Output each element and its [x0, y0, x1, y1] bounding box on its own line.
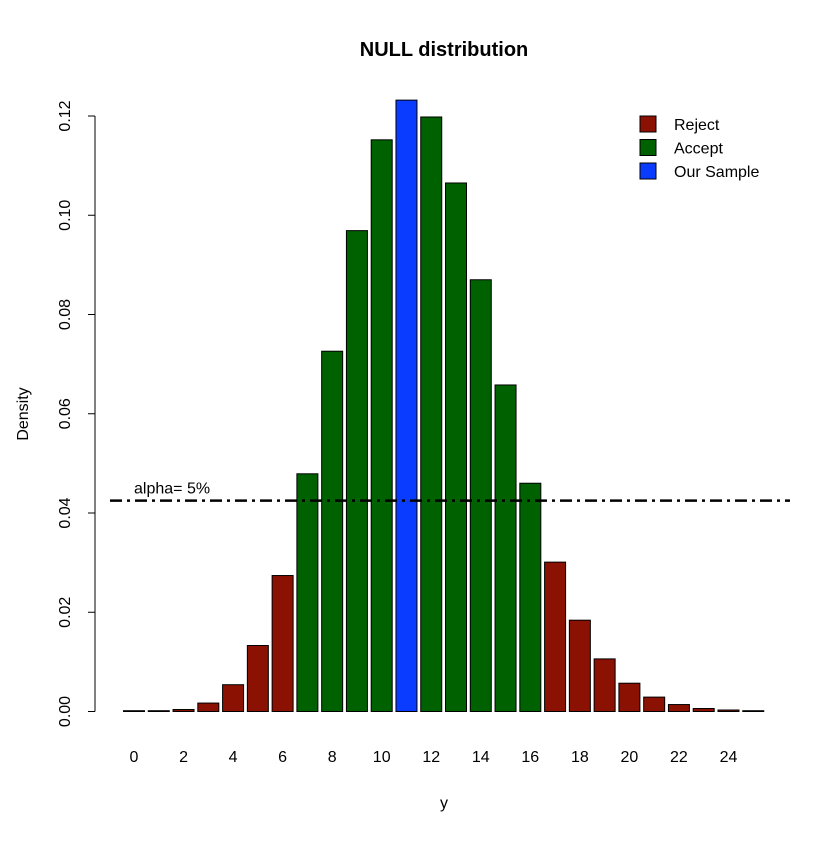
x-tick-label: 24 [720, 749, 738, 766]
legend-label-reject: Reject [674, 117, 720, 134]
bar-y-11 [395, 99, 418, 713]
x-tick-label: 8 [328, 749, 337, 766]
bar-y-5 [246, 645, 269, 712]
x-tick-label: 18 [571, 749, 589, 766]
y-tick-label: 0.02 [57, 597, 74, 628]
x-tick-label: 4 [229, 749, 238, 766]
bar-y-9 [345, 230, 368, 712]
bar-y-15 [494, 384, 517, 712]
bar-y-2 [172, 709, 195, 713]
alpha-threshold-label: alpha= 5% [134, 481, 210, 498]
bar-y-3 [197, 702, 220, 712]
bar-y-13 [445, 182, 468, 713]
x-tick-label: 20 [621, 749, 639, 766]
bar-y-1 [147, 710, 170, 713]
legend-label-our-sample: Our Sample [674, 164, 759, 181]
y-tick-label: 0.12 [57, 100, 74, 131]
x-tick-label: 14 [472, 749, 490, 766]
threshold-layer: alpha= 5% [110, 481, 790, 502]
bar-y-12 [420, 116, 443, 713]
bars-layer [123, 99, 765, 713]
bar-y-21 [643, 696, 666, 712]
legend-swatch-accept [639, 139, 657, 156]
bar-y-4 [222, 684, 245, 713]
x-tick-label: 22 [670, 749, 688, 766]
x-tick-label: 2 [179, 749, 188, 766]
x-axis-label: y [440, 795, 448, 812]
y-tick-label: 0.10 [57, 200, 74, 231]
x-tick-label: 6 [278, 749, 287, 766]
chart-title: NULL distribution [360, 39, 529, 61]
legend: Reject Accept Our Sample [639, 115, 759, 181]
y-axis: 0.00 0.02 0.04 0.06 0.08 0.10 0.12 [57, 100, 96, 727]
bar-y-23 [692, 708, 715, 713]
y-tick-label: 0.06 [57, 398, 74, 429]
y-tick-label: 0.08 [57, 299, 74, 330]
bar-y-16 [519, 482, 542, 713]
x-tick-label: 12 [422, 749, 440, 766]
bar-y-17 [544, 561, 567, 712]
y-tick-label: 0.00 [57, 696, 74, 727]
bar-y-6 [271, 575, 294, 713]
x-tick-label: 10 [373, 749, 391, 766]
x-tick-label: 16 [521, 749, 539, 766]
bar-y-8 [321, 350, 344, 712]
bar-y-25 [742, 710, 765, 713]
legend-swatch-our-sample [639, 162, 657, 180]
bar-y-24 [717, 709, 740, 713]
x-axis: 0 2 4 6 8 10 12 14 16 18 20 22 24 [130, 749, 738, 766]
bar-y-10 [370, 139, 393, 712]
legend-label-accept: Accept [674, 141, 723, 158]
bar-y-19 [593, 658, 616, 713]
y-axis-label: Density [15, 387, 32, 440]
bar-y-7 [296, 473, 319, 712]
legend-swatch-reject [639, 115, 657, 133]
bar-y-14 [469, 279, 492, 712]
y-tick-label: 0.04 [57, 497, 74, 528]
x-tick-label: 0 [130, 749, 139, 766]
bar-y-20 [618, 682, 641, 713]
bar-y-0 [123, 710, 145, 713]
bar-y-18 [568, 619, 591, 712]
bar-y-22 [667, 704, 690, 712]
